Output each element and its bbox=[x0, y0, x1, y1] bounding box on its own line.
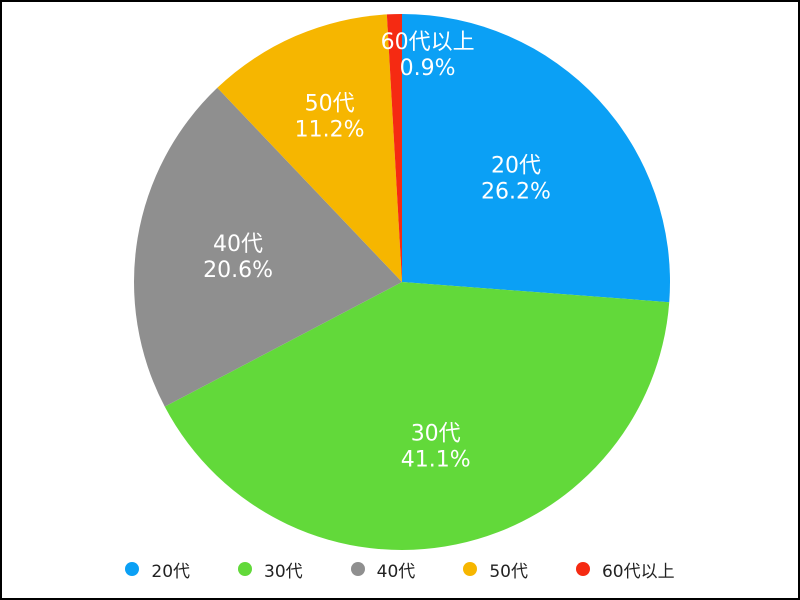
pie-slice-60s-plus[interactable] bbox=[386, 14, 402, 282]
legend-swatch-30s bbox=[238, 562, 253, 576]
slice-value-label-40s: 20.6% bbox=[203, 258, 273, 283]
slice-category-label-30s: 30代 bbox=[411, 422, 461, 447]
pie-slice-30s[interactable] bbox=[164, 282, 670, 550]
slice-category-label-40s: 40代 bbox=[213, 232, 263, 257]
legend-item-40s[interactable]: 40代 bbox=[350, 557, 416, 582]
legend-item-30s[interactable]: 30代 bbox=[238, 557, 303, 582]
legend-swatch-40s bbox=[350, 562, 365, 576]
pie-slice-20s[interactable] bbox=[402, 14, 670, 303]
slice-value-label-60s-plus: 0.9% bbox=[400, 56, 456, 81]
pie-slice-40s[interactable] bbox=[133, 87, 402, 407]
legend-label-40s: 40代 bbox=[376, 561, 416, 582]
legend-label-50s: 50代 bbox=[489, 561, 528, 582]
legend-swatch-50s bbox=[463, 562, 478, 576]
legend-label-20s: 20代 bbox=[151, 561, 191, 582]
legend-label-60s-plus: 60代以上 bbox=[601, 561, 675, 582]
slice-category-label-20s: 20代 bbox=[491, 153, 541, 178]
slice-value-label-30s: 41.1% bbox=[401, 448, 471, 473]
legend-item-50s[interactable]: 50代 bbox=[463, 557, 528, 582]
legend-label-30s: 30代 bbox=[264, 561, 303, 582]
legend-item-60s-plus[interactable]: 60代以上 bbox=[575, 557, 675, 582]
pie-slice-50s[interactable] bbox=[217, 14, 402, 283]
legend-swatch-60s-plus bbox=[575, 562, 590, 576]
legend-swatch-20s bbox=[125, 562, 140, 576]
slice-category-label-60s-plus: 60代以上 bbox=[381, 30, 475, 55]
legend-item-20s[interactable]: 20代 bbox=[125, 557, 190, 582]
legend: 20代 30代 40代 50代 60代以上 bbox=[0, 554, 800, 584]
slice-category-label-50s: 50代 bbox=[305, 92, 355, 117]
slice-value-label-20s: 26.2% bbox=[481, 179, 551, 204]
pie-slices bbox=[133, 14, 670, 550]
slice-value-label-50s: 11.2% bbox=[295, 118, 365, 143]
